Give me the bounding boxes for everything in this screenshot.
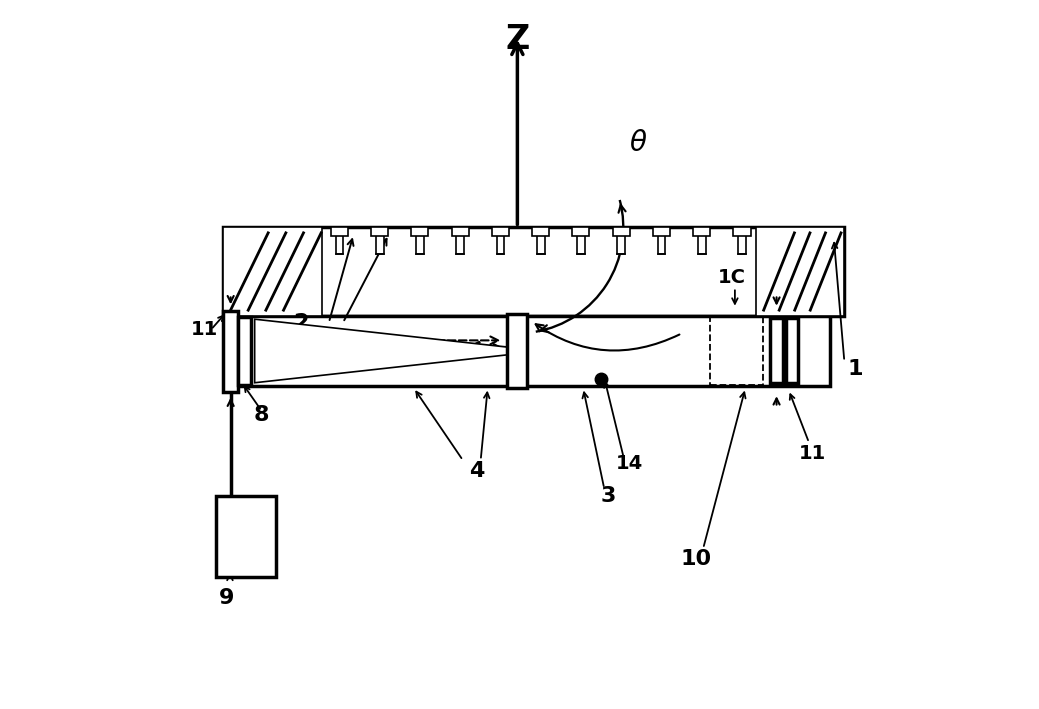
Polygon shape: [255, 319, 510, 383]
Text: 11: 11: [191, 320, 218, 340]
Text: 11: 11: [799, 444, 826, 463]
Bar: [658, 228, 665, 255]
Bar: [756, 228, 845, 316]
Text: 14: 14: [615, 454, 642, 474]
Bar: [456, 228, 464, 255]
Bar: [230, 316, 830, 386]
Bar: [497, 228, 504, 255]
Text: Z: Z: [505, 23, 530, 55]
Bar: [617, 228, 625, 255]
Bar: [411, 228, 428, 236]
Bar: [371, 228, 389, 236]
Bar: [238, 317, 251, 385]
Bar: [734, 228, 750, 236]
Bar: [577, 228, 585, 255]
Bar: [770, 318, 783, 384]
Bar: [330, 228, 348, 236]
Bar: [693, 228, 711, 236]
Text: 2: 2: [293, 313, 309, 333]
Text: 1: 1: [848, 359, 863, 379]
Bar: [416, 228, 424, 255]
Bar: [652, 228, 670, 236]
Bar: [223, 311, 238, 392]
Text: 1C: 1C: [717, 269, 745, 287]
Bar: [785, 318, 798, 384]
Text: 8: 8: [254, 405, 269, 425]
Text: 4: 4: [470, 461, 485, 481]
Bar: [711, 317, 764, 385]
Bar: [216, 496, 275, 577]
Bar: [376, 228, 383, 255]
Text: 9: 9: [219, 588, 234, 608]
Bar: [336, 228, 343, 255]
Bar: [532, 228, 550, 236]
Bar: [537, 228, 544, 255]
Bar: [738, 228, 746, 255]
Bar: [322, 228, 756, 316]
Bar: [223, 228, 845, 316]
Bar: [613, 228, 630, 236]
Bar: [452, 228, 469, 236]
Text: 10: 10: [681, 549, 712, 569]
Bar: [491, 228, 509, 236]
Bar: [698, 228, 705, 255]
Bar: [223, 228, 322, 316]
Text: 3: 3: [601, 486, 615, 506]
Text: $\theta$: $\theta$: [629, 128, 647, 157]
Bar: [507, 314, 527, 388]
Bar: [572, 228, 589, 236]
